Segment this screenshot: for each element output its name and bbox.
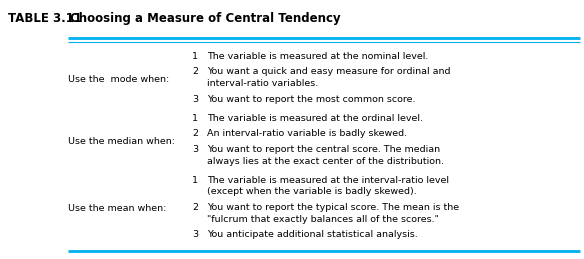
Text: "fulcrum that exactly balances all of the scores.": "fulcrum that exactly balances all of th… — [207, 214, 439, 224]
Text: 2: 2 — [192, 68, 198, 76]
Text: You want to report the most common score.: You want to report the most common score… — [207, 95, 415, 104]
Text: The variable is measured at the ordinal level.: The variable is measured at the ordinal … — [207, 114, 423, 123]
Text: 3: 3 — [192, 230, 198, 239]
Text: Use the median when:: Use the median when: — [68, 136, 175, 146]
Text: You want a quick and easy measure for ordinal and: You want a quick and easy measure for or… — [207, 68, 450, 76]
Text: 1: 1 — [192, 176, 198, 185]
Text: 1: 1 — [192, 114, 198, 123]
Text: Use the mean when:: Use the mean when: — [68, 204, 166, 213]
Text: 1: 1 — [192, 52, 198, 61]
Text: 3: 3 — [192, 145, 198, 154]
Text: interval-ratio variables.: interval-ratio variables. — [207, 79, 318, 88]
Text: TABLE 3.11: TABLE 3.11 — [8, 12, 82, 25]
Text: You want to report the typical score. The mean is the: You want to report the typical score. Th… — [207, 203, 459, 212]
Text: The variable is measured at the interval-ratio level: The variable is measured at the interval… — [207, 176, 449, 185]
Text: An interval-ratio variable is badly skewed.: An interval-ratio variable is badly skew… — [207, 130, 407, 139]
Text: Choosing a Measure of Central Tendency: Choosing a Measure of Central Tendency — [70, 12, 340, 25]
Text: The variable is measured at the nominal level.: The variable is measured at the nominal … — [207, 52, 429, 61]
Text: 3: 3 — [192, 95, 198, 104]
Text: Use the  mode when:: Use the mode when: — [68, 75, 169, 83]
Text: 2: 2 — [192, 130, 198, 139]
Text: always lies at the exact center of the distribution.: always lies at the exact center of the d… — [207, 156, 444, 166]
Text: 2: 2 — [192, 203, 198, 212]
Text: (except when the variable is badly skewed).: (except when the variable is badly skewe… — [207, 188, 417, 197]
Text: You want to report the central score. The median: You want to report the central score. Th… — [207, 145, 440, 154]
Text: You anticipate additional statistical analysis.: You anticipate additional statistical an… — [207, 230, 418, 239]
